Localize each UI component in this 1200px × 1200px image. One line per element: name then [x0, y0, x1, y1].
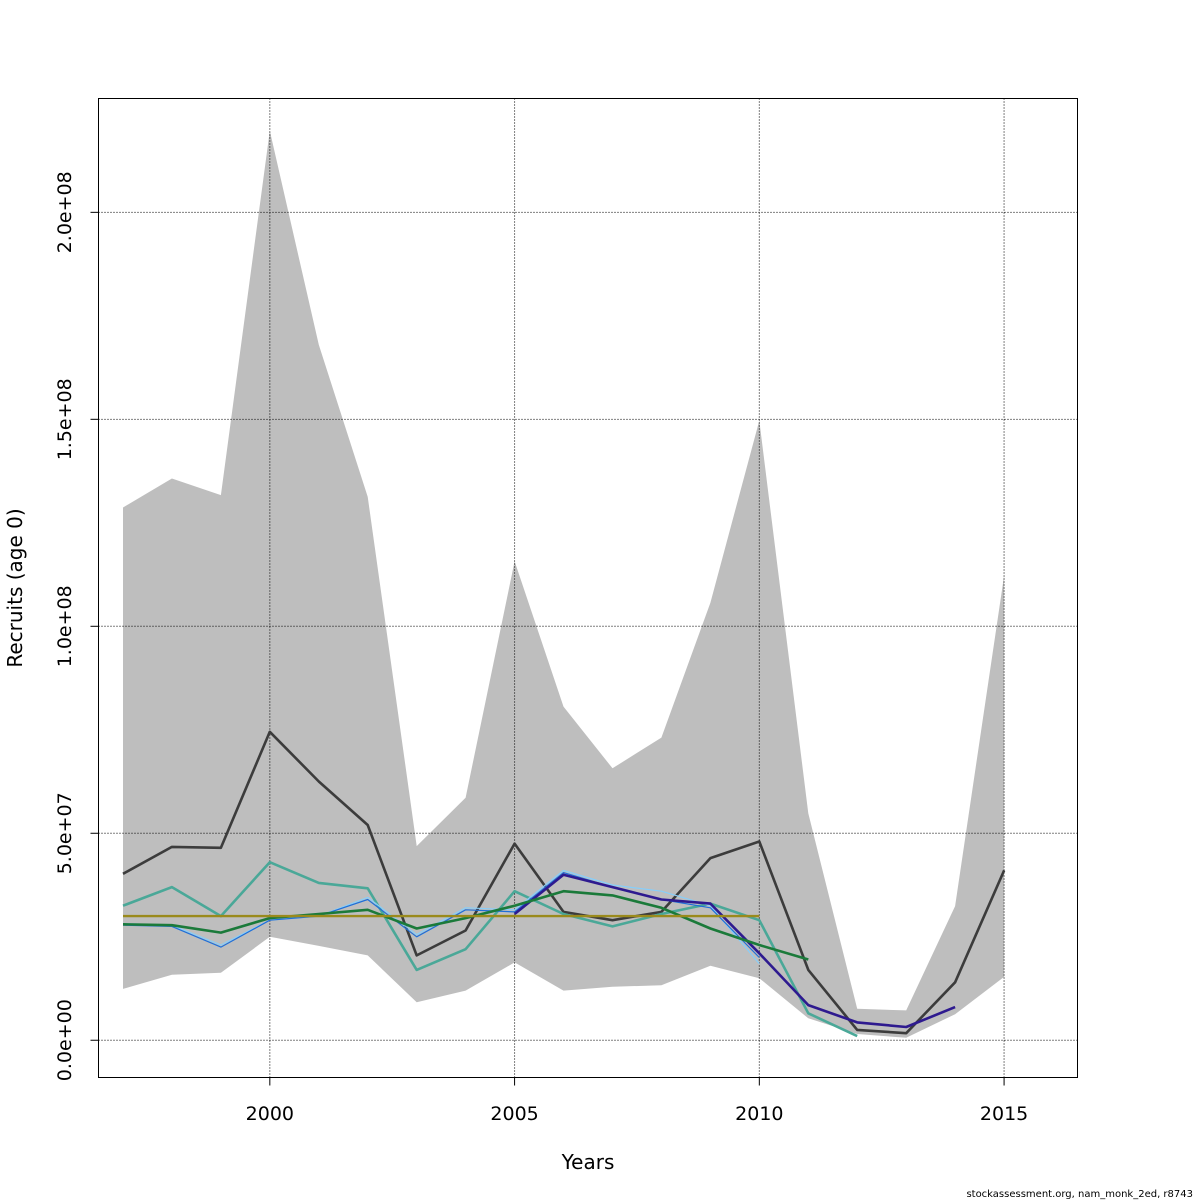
y-tick-label-2: 1.0e+08	[54, 585, 76, 667]
y-tick-label-3: 1.5e+08	[54, 378, 76, 460]
series-line-1	[122, 860, 858, 1038]
x-tick-label-2: 2010	[735, 1103, 783, 1125]
confidence-band	[123, 130, 1005, 1038]
y-tick-label-0: 0.0e+00	[54, 999, 76, 1081]
series-line-5	[122, 889, 809, 961]
y-tick-label-4: 2.0e+08	[54, 171, 76, 253]
x-tick-label-3: 2015	[980, 1103, 1028, 1125]
plot-frame	[98, 98, 1078, 1078]
series-line-0	[122, 730, 1006, 1035]
x-axis-title: Years	[561, 1150, 615, 1174]
footer-credit: stockassessment.org, nam_monk_2ed, r8743	[966, 1189, 1193, 1200]
series-line-2	[122, 869, 760, 965]
x-tick-label-0: 2000	[246, 1103, 294, 1125]
series-line-4	[513, 873, 956, 1029]
confidence-band-layer	[123, 130, 1005, 1038]
y-axis-title: Recruits (age 0)	[3, 508, 27, 667]
x-tick-label-1: 2005	[490, 1103, 538, 1125]
y-tick-label-1: 5.0e+07	[54, 792, 76, 874]
axis-layer: 2000 2005 2010 2015 0.0e+00 5.0e+07 1.0e+08 1.5…	[54, 171, 1028, 1125]
grid-layer	[98, 98, 1078, 1078]
series-layer	[122, 730, 1006, 1038]
